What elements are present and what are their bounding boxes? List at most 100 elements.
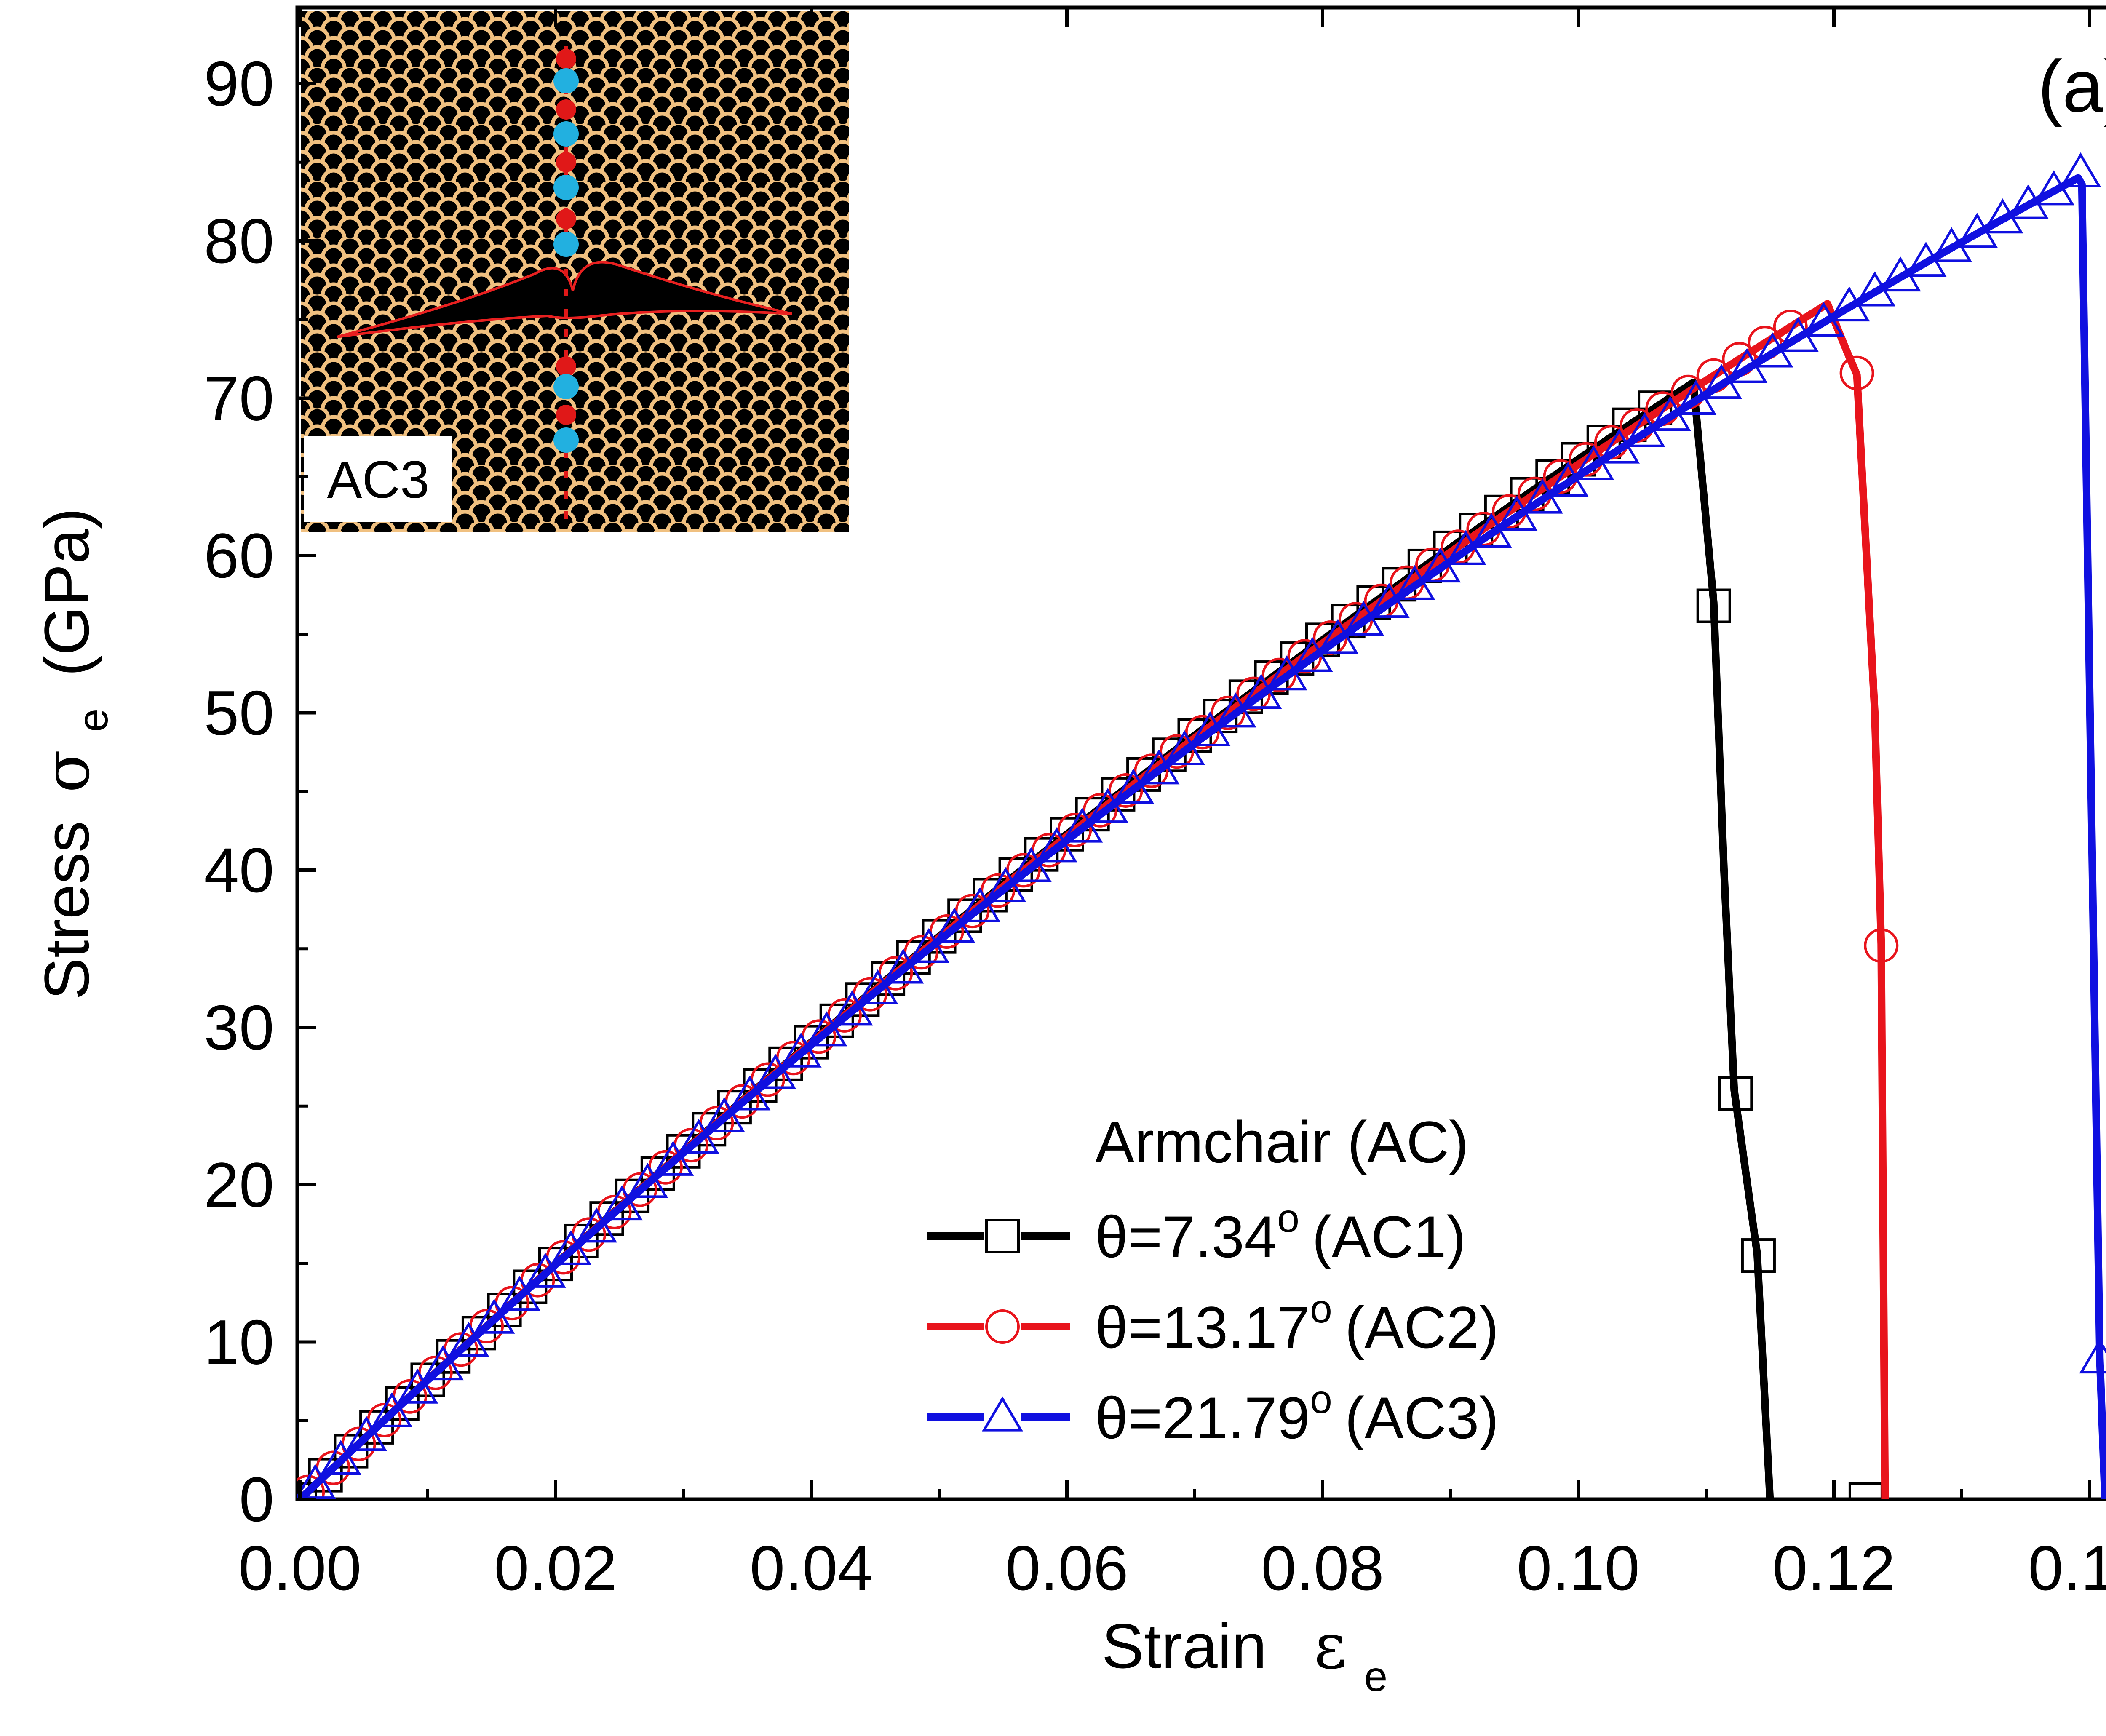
data-point-marker [703, 1097, 745, 1132]
y-tick-label: 0 [239, 1464, 274, 1535]
y-tick-label: 90 [204, 48, 274, 119]
legend-marker-bg [984, 1399, 1021, 1436]
fracture-marker [2060, 152, 2101, 187]
data-point-marker [601, 1185, 643, 1221]
data-point-marker [806, 1011, 847, 1047]
data-point-marker [1082, 793, 1117, 828]
y-tick-label: 60 [204, 520, 274, 591]
data-point-marker [1057, 812, 1092, 847]
data-point-marker [857, 969, 898, 1004]
y-tick-label: 50 [204, 678, 274, 748]
data-point-marker [1134, 753, 1169, 788]
data-point-marker [1138, 749, 1180, 785]
data-point-marker [627, 1163, 668, 1198]
inset-snapshot: AC3 [301, 11, 849, 532]
data-point-marker [1261, 657, 1296, 692]
data-point-marker [1445, 530, 1486, 565]
data-point-marker [1266, 655, 1307, 691]
legend-label-angle: θ=21.79 [1095, 1385, 1310, 1451]
panel-label: (a) [2038, 45, 2106, 128]
legend-marker [984, 1218, 1021, 1255]
data-point-marker [297, 1474, 325, 1499]
data-point-marker [345, 1416, 387, 1451]
series-line [297, 174, 2106, 1499]
x-tick-label: 0.12 [1772, 1533, 1895, 1603]
y-axis-title-symbol: σ [30, 750, 104, 793]
data-point-marker [908, 928, 950, 963]
x-tick-label: 0.14 [2028, 1533, 2106, 1603]
data-point-marker [1496, 495, 1538, 531]
legend-label-angle: θ=7.34 [1095, 1204, 1277, 1270]
data-point-marker [985, 867, 1026, 902]
y-tick-label: 10 [204, 1307, 274, 1378]
x-tick-label: 0.10 [1517, 1533, 1640, 1603]
data-point-marker [652, 1140, 694, 1176]
y-axis-title-subscript: e [69, 709, 117, 732]
data-point-marker [882, 948, 924, 984]
x-axis-title: Strain ε e [1102, 1610, 1388, 1700]
inset-crack [337, 261, 792, 338]
legend-entry-3: θ=21.79o (AC3) [927, 1377, 1499, 1451]
legend-marker [982, 1396, 1023, 1436]
legend-marker-shape [982, 1396, 1023, 1432]
data-point-marker [1215, 692, 1256, 728]
legend-marker [984, 1308, 1021, 1345]
fracture-marker [2079, 1338, 2106, 1374]
data-point-marker [678, 1119, 719, 1154]
inset-dislocation-line [553, 46, 579, 531]
x-axis-title-symbol: ε [1314, 1610, 1347, 1683]
x-tick-label: 0.04 [750, 1533, 873, 1603]
y-tick-label: 70 [204, 363, 274, 434]
data-point-marker [1061, 807, 1103, 843]
inset-label-box [304, 436, 452, 522]
data-point-marker [1032, 833, 1066, 868]
legend-label-id: (AC2) [1345, 1294, 1499, 1360]
x-tick-label: 0.00 [238, 1533, 361, 1603]
data-point-marker [524, 1253, 566, 1288]
data-point-marker [1343, 601, 1384, 636]
series-3 [297, 152, 2106, 1499]
y-tick-label: 80 [204, 206, 274, 276]
data-point-marker [371, 1392, 413, 1427]
legend-marker-shape [985, 1219, 1020, 1253]
data-point-marker [422, 1345, 464, 1381]
data-point-marker [1470, 513, 1512, 548]
legend: Armchair (AC) θ=7.34o (AC1)θ=13.17o (AC2)θ… [927, 1109, 1499, 1451]
data-point-marker [397, 1368, 438, 1404]
y-tick-label: 30 [204, 992, 274, 1063]
data-point-marker [499, 1275, 540, 1311]
data-point-marker [1317, 619, 1359, 654]
legend-entry-1: θ=7.34o (AC1) [927, 1196, 1466, 1270]
data-point-marker [1108, 773, 1143, 808]
data-point-marker [448, 1322, 489, 1357]
data-point-marker [1368, 582, 1410, 618]
legend-marker-bg [984, 1308, 1021, 1345]
data-point-marker [1185, 715, 1220, 750]
data-point-marker [576, 1207, 617, 1243]
data-point-marker [831, 990, 873, 1026]
data-point-marker [729, 1075, 771, 1111]
fracture-marker [1839, 355, 1874, 390]
data-point-marker [1189, 711, 1231, 747]
legend-label-id: (AC3) [1345, 1385, 1499, 1451]
data-point-marker [1087, 788, 1129, 823]
x-tick-label: 0.08 [1261, 1533, 1384, 1603]
x-tick-label: 0.02 [494, 1533, 617, 1603]
y-axis-title: Stress σ e (GPa) [30, 508, 117, 1000]
data-point-marker [1036, 827, 1077, 863]
legend-marker-bg [984, 1218, 1021, 1255]
data-point-marker [1010, 847, 1052, 882]
fracture-marker [1696, 588, 1731, 623]
legend-label: θ=21.79o (AC3) [1095, 1377, 1499, 1451]
axes-layer: 0.00 0.02 0.04 0.06 0.08 0.10 0.12 0.14 0 10 20 30 4… [204, 8, 2106, 1603]
x-tick-label: 0.06 [1005, 1533, 1128, 1603]
data-point-marker [1240, 673, 1282, 709]
y-axis-title-unit: (GPa) [31, 508, 102, 676]
legend-label-angle: θ=13.17 [1095, 1294, 1310, 1360]
data-point-marker [473, 1298, 515, 1334]
legend-label-degree: o [1310, 1287, 1332, 1331]
x-axis-title-subscript: e [1364, 1653, 1388, 1700]
data-point-marker [780, 1032, 822, 1068]
data-point-marker [1160, 734, 1195, 769]
